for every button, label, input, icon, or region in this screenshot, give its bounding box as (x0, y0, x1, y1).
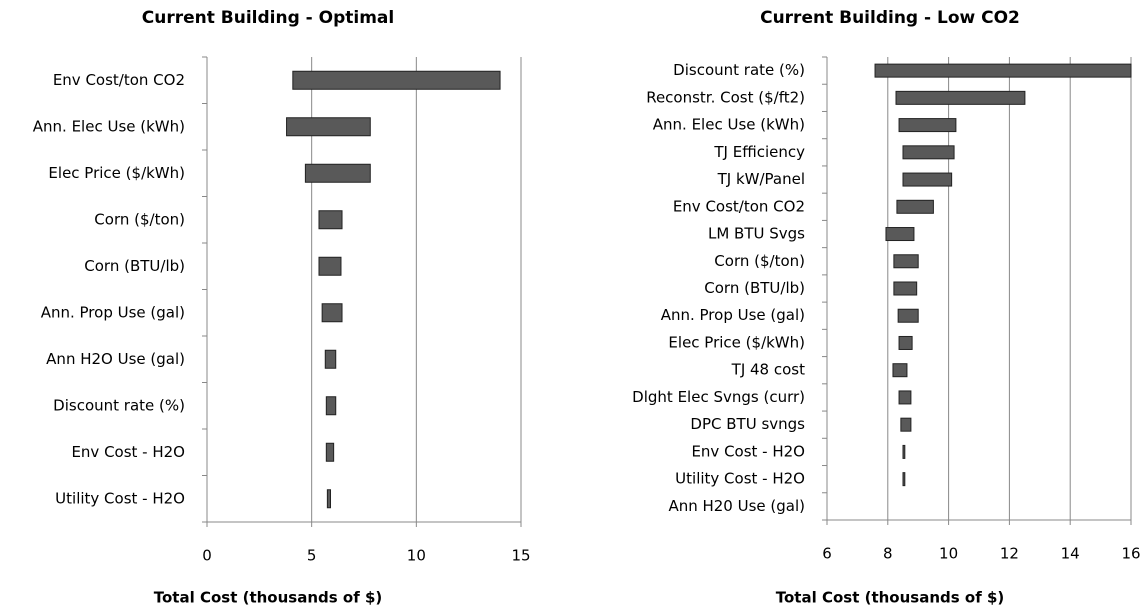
y-tick-label: LM BTU Svgs (708, 225, 805, 243)
bar (893, 254, 919, 269)
x-axis-title: Total Cost (thousands of $) (776, 589, 1005, 607)
bar (902, 145, 955, 160)
bar (324, 349, 337, 369)
bar (325, 396, 337, 416)
bar (900, 417, 912, 432)
y-tick-label: TJ 48 cost (731, 361, 805, 379)
y-tick-label: Env Cost/ton CO2 (673, 197, 805, 215)
chart-title: Current Building - Low CO2 (760, 8, 1020, 28)
chart-title: Current Building - Optimal (142, 8, 395, 28)
y-tick-label: Discount rate (%) (673, 61, 805, 79)
x-tick-label: 10 (939, 545, 958, 563)
x-tick-label: 15 (511, 547, 530, 565)
y-tick-label: DPC BTU svngs (690, 415, 805, 433)
y-tick-label: Reconstr. Cost ($/ft2) (646, 88, 805, 106)
y-tick-label: TJ Efficiency (713, 143, 805, 161)
y-tick-label: Discount rate (%) (53, 396, 185, 414)
y-tick-label: Env Cost - H2O (691, 442, 805, 460)
y-tick-label: Env Cost - H2O (71, 443, 185, 461)
bar (893, 281, 918, 296)
x-tick-label: 12 (1000, 545, 1019, 563)
bar (286, 117, 371, 137)
y-tick-label: Ann H20 Use (gal) (668, 497, 805, 515)
y-tick-label: TJ kW/Panel (717, 170, 805, 188)
x-tick-label: 6 (822, 545, 832, 563)
bar (304, 163, 371, 183)
y-tick-label: Corn (BTU/lb) (84, 257, 185, 275)
bar (885, 227, 915, 242)
bar (318, 256, 342, 276)
bar (895, 90, 1026, 105)
y-tick-label: Ann. Prop Use (gal) (41, 303, 185, 321)
y-tick-label: Utility Cost - H2O (675, 470, 805, 488)
y-tick-label: Corn (BTU/lb) (704, 279, 805, 297)
bar (898, 335, 913, 350)
x-tick-label: 10 (407, 547, 426, 565)
bar (896, 199, 934, 214)
bar (326, 489, 332, 509)
y-tick-label: Corn ($/ton) (94, 210, 185, 228)
bar (292, 70, 501, 90)
bar (897, 308, 919, 323)
y-tick-label: Utility Cost - H2O (55, 489, 185, 507)
y-tick-label: Ann H2O Use (gal) (46, 350, 185, 368)
bar (321, 303, 343, 323)
y-tick-label: Elec Price ($/kWh) (48, 164, 185, 182)
x-tick-label: 5 (307, 547, 317, 565)
bar (902, 172, 953, 187)
y-tick-label: Ann. Elec Use (kWh) (33, 117, 185, 135)
x-tick-label: 14 (1061, 545, 1080, 563)
bar (898, 118, 957, 133)
bar (325, 442, 335, 462)
x-axis-title: Total Cost (thousands of $) (154, 589, 383, 607)
y-tick-label: Ann. Prop Use (gal) (661, 306, 805, 324)
y-tick-label: Elec Price ($/kWh) (668, 333, 805, 351)
bar (892, 363, 908, 378)
bar (318, 210, 343, 230)
y-tick-label: Corn ($/ton) (714, 252, 805, 270)
x-tick-label: 0 (202, 547, 212, 565)
bar (902, 444, 906, 459)
bar (902, 472, 906, 487)
bar (898, 390, 912, 405)
y-tick-label: Dlght Elec Svngs (curr) (632, 388, 805, 406)
y-tick-label: Ann. Elec Use (kWh) (653, 116, 805, 134)
x-tick-label: 16 (1121, 545, 1140, 563)
y-tick-label: Env Cost/ton CO2 (53, 71, 185, 89)
x-tick-label: 8 (883, 545, 893, 563)
bar (874, 63, 1132, 78)
